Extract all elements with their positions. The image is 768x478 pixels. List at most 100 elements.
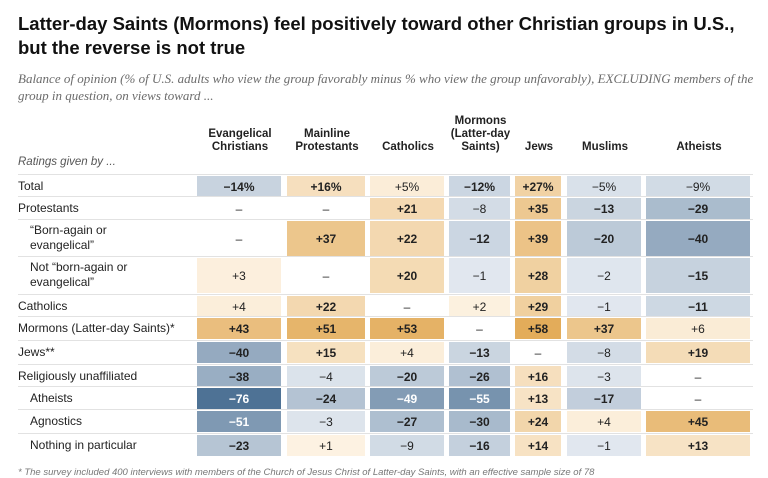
row-label: Agnostics bbox=[30, 414, 83, 428]
table-cell: −9 bbox=[370, 435, 444, 456]
row-divider bbox=[18, 433, 753, 434]
table-cell: +35 bbox=[515, 198, 561, 219]
column-header-1: Mainline Protestants bbox=[295, 128, 359, 153]
table-cell: +43 bbox=[197, 318, 281, 339]
table-cell: +45 bbox=[646, 411, 750, 432]
table-cell: – bbox=[287, 258, 365, 293]
table-cell: −40 bbox=[197, 342, 281, 363]
table-cell: −38 bbox=[197, 366, 281, 387]
table-cell: −49 bbox=[370, 388, 444, 409]
table-cell: +37 bbox=[567, 318, 641, 339]
table-cell: +16% bbox=[287, 176, 365, 197]
table-cell: −20 bbox=[370, 366, 444, 387]
table-cell: −51 bbox=[197, 411, 281, 432]
table-cell: +20 bbox=[370, 258, 444, 293]
table-cell: −24 bbox=[287, 388, 365, 409]
row-label: Catholics bbox=[18, 299, 68, 313]
table-cell: −1 bbox=[449, 258, 510, 293]
table-cell: +22 bbox=[287, 296, 365, 317]
table-cell: – bbox=[370, 296, 444, 317]
table-cell: −9% bbox=[646, 176, 750, 197]
table-cell: +24 bbox=[515, 411, 561, 432]
table-cell: – bbox=[515, 342, 561, 363]
table-cell: +1 bbox=[287, 435, 365, 456]
table-cell: −12 bbox=[449, 221, 510, 256]
table-cell: +4 bbox=[567, 411, 641, 432]
table-cell: +15 bbox=[287, 342, 365, 363]
table-cell: +22 bbox=[370, 221, 444, 256]
table-cell: +28 bbox=[515, 258, 561, 293]
column-header-4: Jews bbox=[524, 141, 554, 153]
table-cell: +37 bbox=[287, 221, 365, 256]
table-cell: +5% bbox=[370, 176, 444, 197]
table-cell: +13 bbox=[646, 435, 750, 456]
table-cell: −27 bbox=[370, 411, 444, 432]
table-cell: −17 bbox=[567, 388, 641, 409]
table-cell: +6 bbox=[646, 318, 750, 339]
table-cell: −30 bbox=[449, 411, 510, 432]
row-divider bbox=[18, 219, 753, 220]
row-label: Nothing in particular bbox=[30, 438, 137, 452]
table-cell: +53 bbox=[370, 318, 444, 339]
table-cell: −3 bbox=[287, 411, 365, 432]
column-header-2: Catholics bbox=[382, 141, 434, 153]
row-divider bbox=[18, 386, 753, 387]
table-cell: +3 bbox=[197, 258, 281, 293]
row-divider bbox=[18, 409, 753, 410]
table-cell: −1 bbox=[567, 435, 641, 456]
table-cell: +39 bbox=[515, 221, 561, 256]
row-divider bbox=[18, 174, 753, 175]
table-cell: +51 bbox=[287, 318, 365, 339]
table-cell: +27% bbox=[515, 176, 561, 197]
table-cell: +4 bbox=[197, 296, 281, 317]
table-cell: −2 bbox=[567, 258, 641, 293]
table-cell: −5% bbox=[567, 176, 641, 197]
chart-subtitle: Balance of opinion (% of U.S. adults who… bbox=[18, 71, 754, 103]
table-cell: −23 bbox=[197, 435, 281, 456]
column-header-5: Muslims bbox=[581, 141, 628, 153]
row-label: Atheists bbox=[30, 391, 73, 405]
column-header-0: Evangelical Christians bbox=[208, 128, 272, 153]
table-cell: +19 bbox=[646, 342, 750, 363]
footnote: * The survey included 400 interviews wit… bbox=[18, 467, 595, 478]
row-divider bbox=[18, 294, 753, 295]
row-label: Total bbox=[18, 179, 44, 193]
table-cell: – bbox=[197, 198, 281, 219]
table-cell: +13 bbox=[515, 388, 561, 409]
row-divider bbox=[18, 340, 753, 341]
table-cell: +2 bbox=[449, 296, 510, 317]
table-cell: −12% bbox=[449, 176, 510, 197]
column-header-3: Mormons (Latter-day Saints) bbox=[450, 115, 511, 153]
table-cell: – bbox=[449, 318, 510, 339]
table-cell: – bbox=[646, 366, 750, 387]
row-label: “Born-again or evangelical” bbox=[30, 223, 107, 252]
table-cell: +21 bbox=[370, 198, 444, 219]
table-cell: +4 bbox=[370, 342, 444, 363]
table-cell: −76 bbox=[197, 388, 281, 409]
ratings-given-by-label: Ratings given by ... bbox=[18, 156, 116, 168]
table-cell: +29 bbox=[515, 296, 561, 317]
table-cell: −11 bbox=[646, 296, 750, 317]
table-cell: −1 bbox=[567, 296, 641, 317]
table-cell: −26 bbox=[449, 366, 510, 387]
table-cell: – bbox=[287, 198, 365, 219]
table-cell: −16 bbox=[449, 435, 510, 456]
chart-title: Latter-day Saints (Mormons) feel positiv… bbox=[18, 13, 735, 58]
row-divider bbox=[18, 256, 753, 257]
table-cell: −20 bbox=[567, 221, 641, 256]
table-cell: −29 bbox=[646, 198, 750, 219]
row-divider bbox=[18, 316, 753, 317]
table-cell: −3 bbox=[567, 366, 641, 387]
row-label: Jews** bbox=[18, 345, 55, 359]
table-cell: −13 bbox=[567, 198, 641, 219]
row-divider bbox=[18, 196, 753, 197]
table-cell: −14% bbox=[197, 176, 281, 197]
table-cell: +14 bbox=[515, 435, 561, 456]
table-cell: −8 bbox=[449, 198, 510, 219]
table-cell: – bbox=[197, 221, 281, 256]
table-cell: +58 bbox=[515, 318, 561, 339]
row-label: Not “born-again or evangelical” bbox=[30, 260, 128, 289]
row-label: Protestants bbox=[18, 201, 79, 215]
table-cell: −13 bbox=[449, 342, 510, 363]
row-label: Mormons (Latter-day Saints)* bbox=[18, 321, 175, 335]
